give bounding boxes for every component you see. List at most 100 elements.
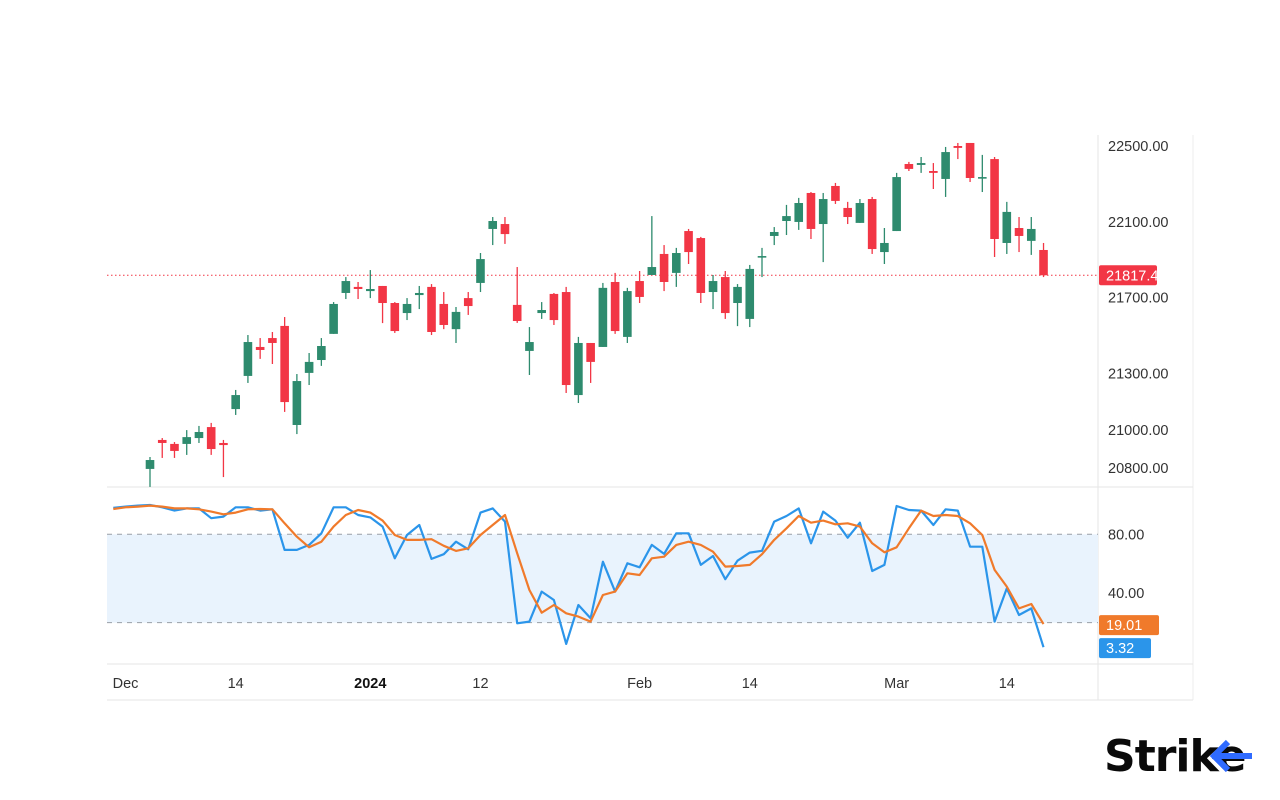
candle (488, 217, 498, 246)
candle-body (463, 298, 473, 307)
candle (904, 161, 914, 172)
candle (219, 439, 228, 478)
candle-body (145, 460, 155, 469)
last-price-badge: 21817.45 (1099, 265, 1166, 286)
logo-arrow-shaft (1212, 753, 1252, 759)
logo-arrow-head-icon (1209, 739, 1231, 773)
candle (194, 425, 204, 443)
candle-body (990, 159, 999, 239)
candle-body (231, 395, 240, 410)
candle-body (341, 281, 351, 293)
candle (353, 281, 363, 300)
strike-logo: Strike (1104, 731, 1252, 782)
candle-body (610, 281, 620, 332)
candle (598, 282, 608, 347)
candle-body (280, 325, 289, 403)
candle-body (672, 253, 681, 273)
candle (1026, 217, 1036, 255)
candlesticks (145, 142, 1048, 487)
candle-body (598, 287, 608, 347)
candle (537, 302, 546, 319)
time-tick-label: Feb (627, 676, 652, 692)
price-axis: 22500.00 22100.00 21700.00 21300.00 21000.00… (1108, 139, 1168, 477)
last-price-badge-bg (1099, 265, 1157, 286)
candle-body (696, 238, 706, 293)
candle-body (206, 427, 216, 450)
candle (610, 272, 620, 334)
candle (831, 182, 840, 204)
stochastic-tick-label: 40.00 (1108, 586, 1144, 602)
candle-body (769, 231, 779, 236)
candle (268, 331, 277, 364)
candle (280, 317, 289, 412)
candle (990, 156, 999, 257)
candle (390, 302, 400, 333)
candle-body (512, 304, 522, 322)
candle-body (757, 256, 767, 258)
candle-body (831, 185, 840, 201)
candle (1002, 201, 1012, 254)
candle-body (476, 259, 485, 283)
stochastic-d-badge-bg (1099, 615, 1159, 636)
price-tick-label: 21300.00 (1108, 366, 1168, 382)
candle (243, 335, 253, 383)
candle (206, 422, 216, 455)
stochastic-d-badge: 19.01 (1099, 615, 1159, 636)
candle (708, 274, 718, 310)
candle (366, 270, 375, 299)
candle-body (806, 192, 816, 229)
candle-body (1039, 249, 1048, 276)
candle (733, 284, 742, 327)
stochastic-lines (113, 503, 1045, 648)
candle-body (855, 203, 865, 223)
candle (255, 338, 265, 359)
time-tick-label: Mar (884, 676, 909, 692)
candle-body (255, 346, 265, 350)
candle-body (880, 242, 889, 253)
candle-body (929, 171, 938, 173)
candle-body (1014, 228, 1024, 236)
last-price-badge-text: 21817.45 (1106, 268, 1166, 284)
candle (329, 302, 338, 334)
candle (525, 327, 534, 375)
candle (170, 442, 179, 458)
candle-body (170, 443, 179, 451)
stochastic-axis: 80.00 40.00 (1108, 527, 1144, 602)
candle (500, 217, 510, 244)
candle-body (965, 142, 975, 179)
candle-body (317, 346, 326, 361)
candle-body (500, 224, 510, 235)
candle (696, 236, 706, 304)
candle-body (782, 216, 791, 222)
candle (549, 292, 559, 325)
candle-body (402, 303, 412, 314)
candle (684, 228, 693, 264)
stochastic-band (107, 533, 1098, 624)
candle-body (733, 286, 742, 304)
candle-body (366, 288, 375, 292)
candle (818, 192, 828, 263)
candle-body (390, 303, 400, 332)
candle (745, 264, 755, 328)
candle (720, 271, 730, 319)
candle (402, 298, 412, 321)
candle (843, 201, 852, 225)
candle (451, 306, 461, 343)
candle (1014, 217, 1024, 253)
candle (512, 267, 522, 323)
candle (623, 287, 632, 343)
price-tick-label: 22500.00 (1108, 139, 1168, 155)
time-tick-label: 14 (228, 676, 244, 692)
candle-body (378, 285, 387, 304)
stochastic-k-badge-text: 3.32 (1106, 641, 1134, 657)
candle (378, 285, 387, 324)
candle (317, 338, 326, 366)
candle (157, 438, 167, 458)
candle-body (414, 292, 424, 296)
candle-body (1002, 211, 1012, 243)
candle-body (292, 381, 302, 425)
candle (647, 216, 657, 275)
candle-body (941, 152, 950, 179)
candle (145, 456, 155, 487)
candle (965, 142, 975, 182)
